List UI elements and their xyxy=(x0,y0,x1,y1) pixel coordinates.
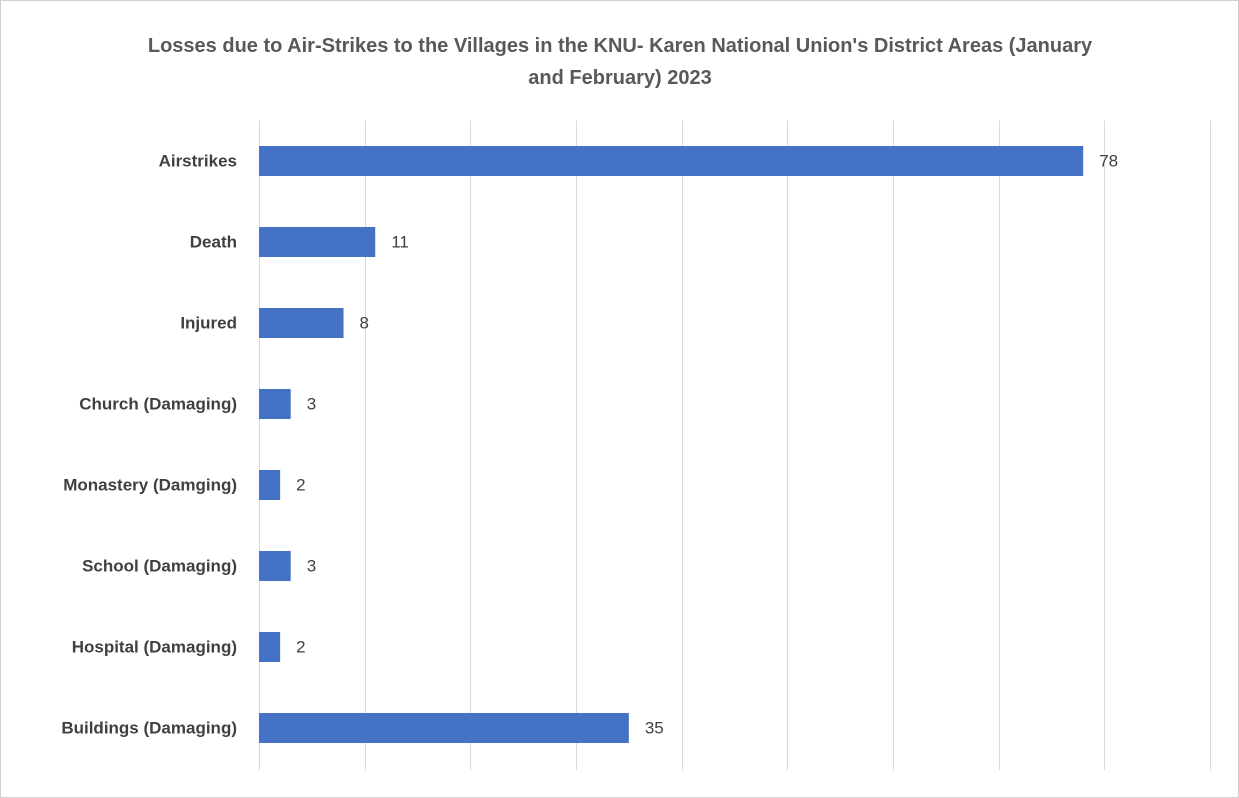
bar xyxy=(259,389,291,419)
data-label: 11 xyxy=(391,232,409,251)
data-label: 3 xyxy=(307,556,316,575)
bar xyxy=(259,551,291,581)
y-tick-label: Airstrikes xyxy=(159,151,237,170)
y-tick-label: Monastery (Damging) xyxy=(63,475,237,494)
data-label: 8 xyxy=(360,313,369,332)
bar xyxy=(259,632,281,662)
bar xyxy=(259,146,1084,176)
data-label: 2 xyxy=(296,475,305,494)
bar xyxy=(259,227,376,257)
chart-title: Losses due to Air-Strikes to the Village… xyxy=(147,35,1093,89)
y-tick-label: Hospital (Damaging) xyxy=(72,637,237,656)
y-tick-label: Death xyxy=(190,232,237,251)
bar xyxy=(259,308,344,338)
data-label: 35 xyxy=(645,718,664,737)
y-tick-label: Injured xyxy=(180,313,237,332)
y-tick-label: Church (Damaging) xyxy=(79,394,237,413)
data-label: 2 xyxy=(296,637,305,656)
data-label: 78 xyxy=(1099,151,1118,170)
data-label: 3 xyxy=(307,394,316,413)
y-tick-label: School (Damaging) xyxy=(82,556,237,575)
y-tick-label: Buildings (Damaging) xyxy=(61,718,237,737)
bar xyxy=(259,713,629,743)
bar xyxy=(259,470,281,500)
